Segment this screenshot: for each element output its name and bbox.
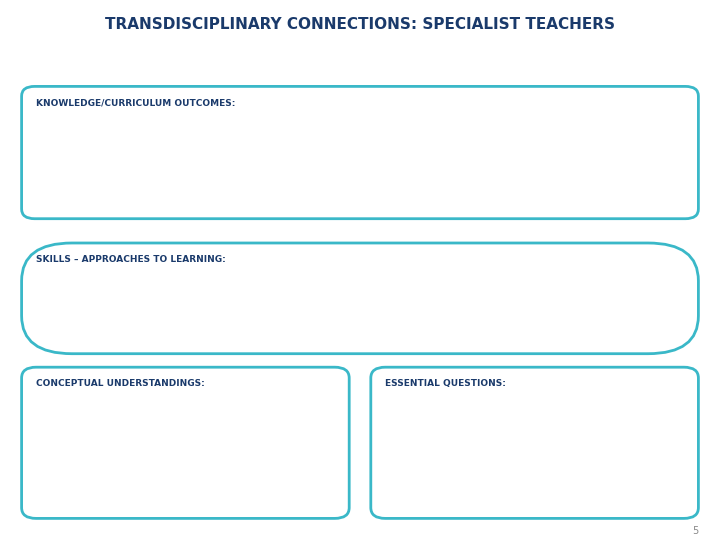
Text: ESSENTIAL QUESTIONS:: ESSENTIAL QUESTIONS: [385, 379, 506, 388]
Text: SKILLS – APPROACHES TO LEARNING:: SKILLS – APPROACHES TO LEARNING: [36, 255, 226, 264]
FancyBboxPatch shape [22, 367, 349, 518]
Text: CONCEPTUAL UNDERSTANDINGS:: CONCEPTUAL UNDERSTANDINGS: [36, 379, 204, 388]
FancyBboxPatch shape [22, 243, 698, 354]
FancyBboxPatch shape [371, 367, 698, 518]
Text: TRANSDISCIPLINARY CONNECTIONS: SPECIALIST TEACHERS: TRANSDISCIPLINARY CONNECTIONS: SPECIALIS… [105, 17, 615, 32]
Text: KNOWLEDGE/CURRICULUM OUTCOMES:: KNOWLEDGE/CURRICULUM OUTCOMES: [36, 98, 235, 107]
FancyBboxPatch shape [22, 86, 698, 219]
Text: 5: 5 [692, 525, 698, 536]
